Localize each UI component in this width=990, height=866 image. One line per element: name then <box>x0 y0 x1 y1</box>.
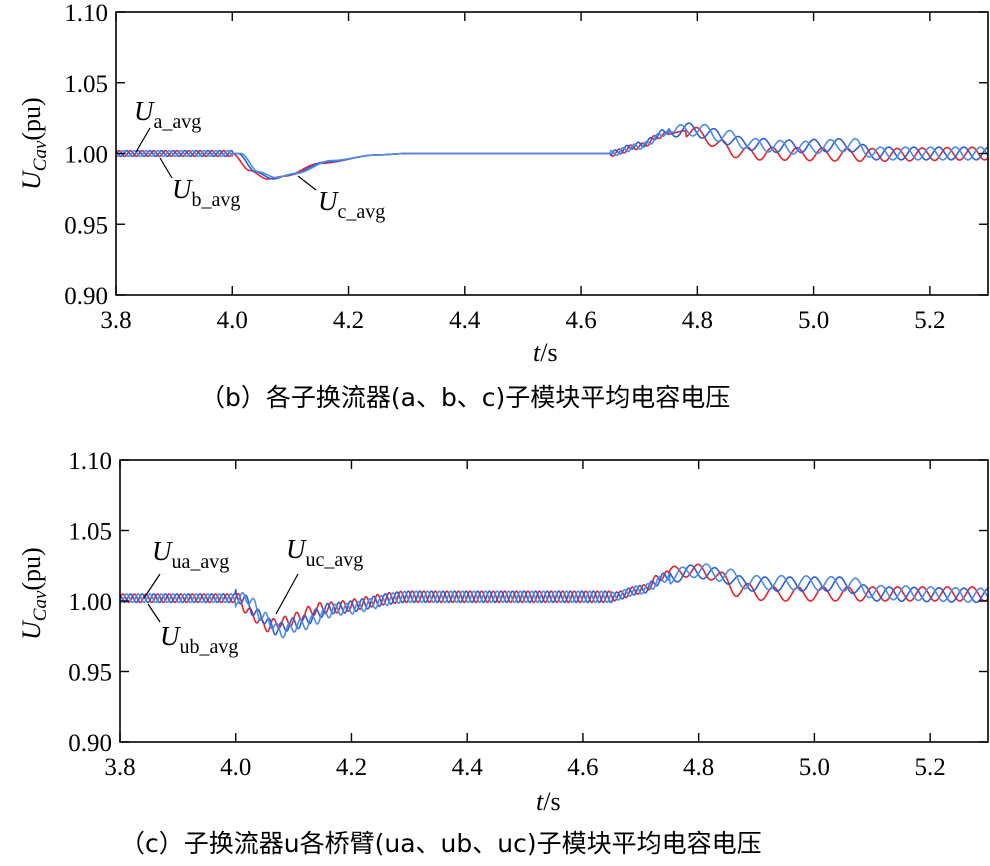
svg-text:Uc_avg: Uc_avg <box>318 186 385 223</box>
y-tick-label: 1.10 <box>68 448 112 475</box>
x-tick-label: 5.2 <box>915 754 946 781</box>
x-tick-label: 4.2 <box>333 307 364 334</box>
x-tick-label: 5.2 <box>914 307 945 334</box>
series-u-c-avg <box>115 123 989 179</box>
y-tick-label: 1.05 <box>64 71 108 98</box>
chart-c-caption: （c）子换流器u各桥臂(ua、ub、uc)子模块平均电容电压 <box>120 829 762 858</box>
x-tick-label: 4.8 <box>683 754 714 781</box>
x-tick-label: 4.0 <box>220 754 251 781</box>
chart-c-annotation-ua: Uua_avg <box>143 536 229 599</box>
chart-b-ylabel: UCav(pu) <box>17 97 51 190</box>
svg-text:Ua_avg: Ua_avg <box>134 96 201 133</box>
series-u-b-avg <box>115 122 989 180</box>
chart-c: 3.8 4.0 4.2 4.4 4.6 4.8 5.0 5.2 0.90 0.95 1.00 1.05… <box>17 448 989 858</box>
chart-c-ylabel: UCav(pu) <box>17 547 51 640</box>
chart-c-annotation-uc: Uuc_avg <box>275 534 363 615</box>
svg-text:Uuc_avg: Uuc_avg <box>286 534 363 571</box>
svg-text:Uub_avg: Uub_avg <box>160 621 238 658</box>
x-tick-label: 5.0 <box>798 307 829 334</box>
y-tick-label: 1.00 <box>68 589 112 616</box>
x-tick-label: 4.8 <box>682 307 713 334</box>
series-u-ua-avg <box>119 563 989 633</box>
y-tick-label: 1.05 <box>68 519 112 546</box>
chart-b-xlabel: t/s <box>533 338 558 367</box>
chart-b: 3.8 4.0 4.2 4.4 4.6 4.8 5.0 5.2 0.90 0.95 1.00 1.05… <box>17 0 989 412</box>
y-tick-label: 1.00 <box>64 142 108 169</box>
chart-c-ticks: 3.8 4.0 4.2 4.4 4.6 4.8 5.0 5.2 0.90 0.95 1.00 1.05… <box>68 448 988 781</box>
chart-b-series <box>115 122 989 180</box>
chart-b-annotation-c: Uc_avg <box>297 175 385 223</box>
y-tick-label: 0.95 <box>64 212 108 239</box>
x-tick-label: 4.4 <box>449 307 481 334</box>
x-tick-label: 4.0 <box>217 307 248 334</box>
x-tick-label: 4.6 <box>567 754 598 781</box>
x-tick-label: 4.2 <box>336 754 367 781</box>
x-tick-label: 3.8 <box>100 307 131 334</box>
chart-b-ticks: 3.8 4.0 4.2 4.4 4.6 4.8 5.0 5.2 0.90 0.95 1.00 1.05… <box>64 0 988 334</box>
y-tick-label: 0.90 <box>64 283 108 310</box>
series-u-ub-avg <box>119 564 989 636</box>
y-tick-label: 0.90 <box>68 730 112 757</box>
y-tick-label: 0.95 <box>68 660 112 687</box>
chart-b-annotation-b: Ub_avg <box>159 157 240 211</box>
svg-text:Uua_avg: Uua_avg <box>152 536 229 573</box>
svg-text:Ub_avg: Ub_avg <box>172 174 240 211</box>
series-u-uc-avg <box>119 563 989 639</box>
x-tick-label: 4.4 <box>452 754 484 781</box>
chart-b-caption: （b）各子换流器(a、b、c)子模块平均电容电压 <box>200 383 730 412</box>
chart-b-annotation-a: Ua_avg <box>134 96 201 153</box>
x-tick-label: 4.6 <box>565 307 596 334</box>
chart-c-xlabel: t/s <box>536 787 561 816</box>
y-tick-label: 1.10 <box>64 0 108 27</box>
x-tick-label: 5.0 <box>799 754 830 781</box>
x-tick-label: 3.8 <box>104 754 135 781</box>
chart-c-series <box>119 563 989 639</box>
chart-c-annotation-ub: Uub_avg <box>147 603 238 658</box>
